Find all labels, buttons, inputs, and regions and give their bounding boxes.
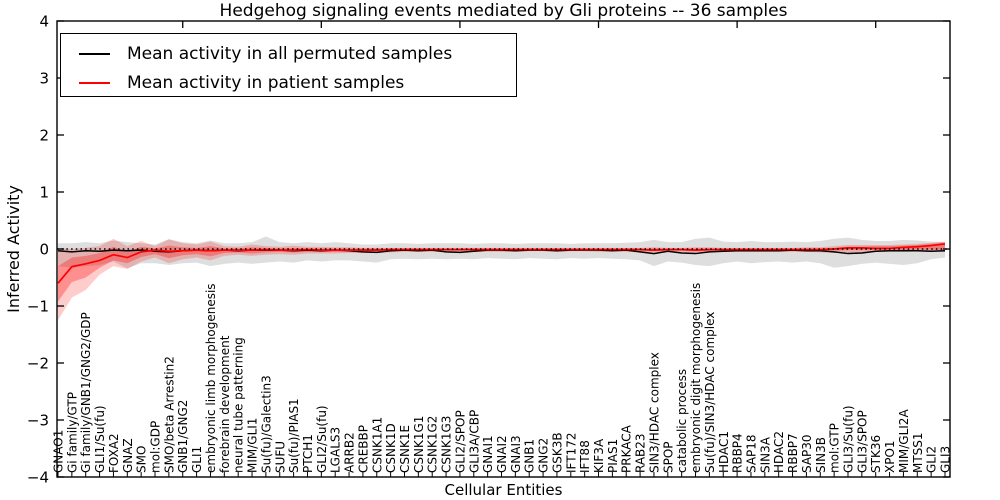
legend-label-permuted: Mean activity in all permuted samples (127, 44, 453, 64)
x-category-label: GNAO1 (52, 430, 66, 473)
x-category-label: SUFU (273, 441, 287, 473)
legend-item-permuted: Mean activity in all permuted samples (79, 41, 506, 67)
x-category-label: ARRB2 (343, 432, 357, 473)
x-category-label: GNB1 (523, 439, 537, 473)
x-category-label: Su(fu)/SIN3/HDAC complex (703, 312, 717, 473)
permuted-line-swatch (79, 53, 110, 55)
x-category-label: GLI3/SPOP (855, 410, 869, 473)
legend-label-patient: Mean activity in patient samples (127, 73, 405, 93)
legend: Mean activity in all permuted samples Me… (60, 33, 517, 97)
x-category-label: mol:GTP (828, 423, 842, 473)
x-category-label: MTSS1 (911, 432, 925, 473)
x-category-label: HDAC1 (717, 431, 731, 473)
x-category-label: GNB1/GNG2 (176, 400, 190, 473)
chart-title: Hedgehog signaling events mediated by Gl… (219, 1, 788, 21)
x-category-label: RBBP4 (731, 433, 745, 473)
x-category-label: Su(fu)/PIAS1 (287, 398, 301, 473)
x-category-label: GLI2/SPOP (453, 410, 467, 473)
x-category-label: PIAS1 (606, 439, 620, 473)
y-tick-label: 1 (39, 184, 49, 202)
x-category-label: MIM/GLI1 (246, 418, 260, 473)
x-category-label: XPO1 (883, 440, 897, 473)
x-category-label: neural tube patterning (232, 337, 246, 473)
y-tick-label: 4 (39, 13, 49, 31)
y-tick-label: 0 (39, 241, 49, 259)
x-category-label: GNAI1 (481, 435, 495, 473)
x-category-label: HDAC2 (772, 431, 786, 473)
x-category-label: forebrain development (218, 335, 232, 473)
x-category-label: GLI1/Su(fu) (93, 405, 107, 473)
x-category-label: SAP18 (744, 434, 758, 473)
patient-mean-line (57, 243, 946, 284)
x-category-label: CSNK1A1 (370, 417, 384, 473)
x-category-label: SPOP (661, 441, 675, 473)
x-category-label: GLI1 (190, 446, 204, 473)
y-tick-label: −2 (27, 355, 49, 373)
legend-item-patient: Mean activity in patient samples (79, 70, 506, 96)
x-category-label: SAP30 (800, 434, 814, 473)
x-category-label: GSK3B (550, 432, 564, 473)
x-category-label: GNAI3 (509, 435, 523, 473)
x-category-label: KIF3A (592, 438, 606, 473)
x-category-label: LGALS3 (329, 427, 343, 473)
x-category-label: CSNK1G3 (440, 416, 454, 473)
y-tick-label: 3 (39, 70, 49, 88)
x-category-label: SIN3B (814, 437, 828, 473)
x-category-label: RAB23 (634, 433, 648, 473)
y-axis-label: Inferred Activity (4, 185, 23, 313)
x-category-label: PTCH1 (301, 434, 315, 473)
x-category-label: IFT88 (578, 440, 592, 473)
x-category-label: CSNK1G2 (426, 416, 440, 473)
x-category-label: FOXA2 (107, 433, 121, 473)
x-category-label: SMO (135, 446, 149, 473)
x-category-label: STK36 (869, 435, 883, 473)
x-category-label: SIN3/HDAC complex (647, 352, 661, 473)
x-category-label: GNG2 (537, 438, 551, 473)
x-category-label: embryonic digit morphogenesis (689, 283, 703, 473)
x-category-label: Su(fu)/Galectin3 (259, 375, 273, 473)
x-category-label: RBBP7 (786, 433, 800, 473)
x-category-label: MIM/GLI2A (897, 409, 911, 473)
x-category-label: GLI2 (925, 446, 939, 473)
x-category-label: Gi family/GTP (65, 392, 79, 473)
x-category-label: GLI3 (939, 446, 953, 473)
x-category-label: catabolic process (675, 369, 689, 473)
x-category-label: GLI3A/CBP (467, 410, 481, 473)
x-category-label: GNAZ (121, 438, 135, 473)
x-category-label: IFT172 (564, 433, 578, 473)
permuted-band (58, 236, 945, 269)
x-category-label: CSNK1E (398, 425, 412, 473)
y-tick-label: −3 (27, 412, 49, 430)
x-category-label: CSNK1D (384, 423, 398, 473)
x-category-label: embryonic limb morphogenesis (204, 283, 218, 473)
x-category-label: CREBBP (356, 425, 370, 473)
y-tick-label: 2 (39, 127, 49, 145)
x-category-label: mol:GDP (149, 421, 163, 473)
x-category-label: PRKACA (620, 424, 634, 473)
x-category-label: GNAI2 (495, 435, 509, 473)
y-tick-label: −1 (27, 298, 49, 316)
x-category-label: SIN3A (758, 436, 772, 473)
patient-line-swatch (79, 82, 110, 84)
x-category-label: GLI3/Su(fu) (841, 405, 855, 473)
x-category-label: Gi family/GNB1/GNG2/GDP (79, 312, 93, 473)
y-tick-label: −4 (27, 469, 49, 487)
x-category-label: SMO/beta Arrestin2 (162, 356, 176, 473)
x-category-label: GLI2/Su(fu) (315, 405, 329, 473)
x-axis-label: Cellular Entities (444, 481, 563, 499)
x-category-label: CSNK1G1 (412, 416, 426, 473)
patient-band-outer (58, 238, 945, 321)
